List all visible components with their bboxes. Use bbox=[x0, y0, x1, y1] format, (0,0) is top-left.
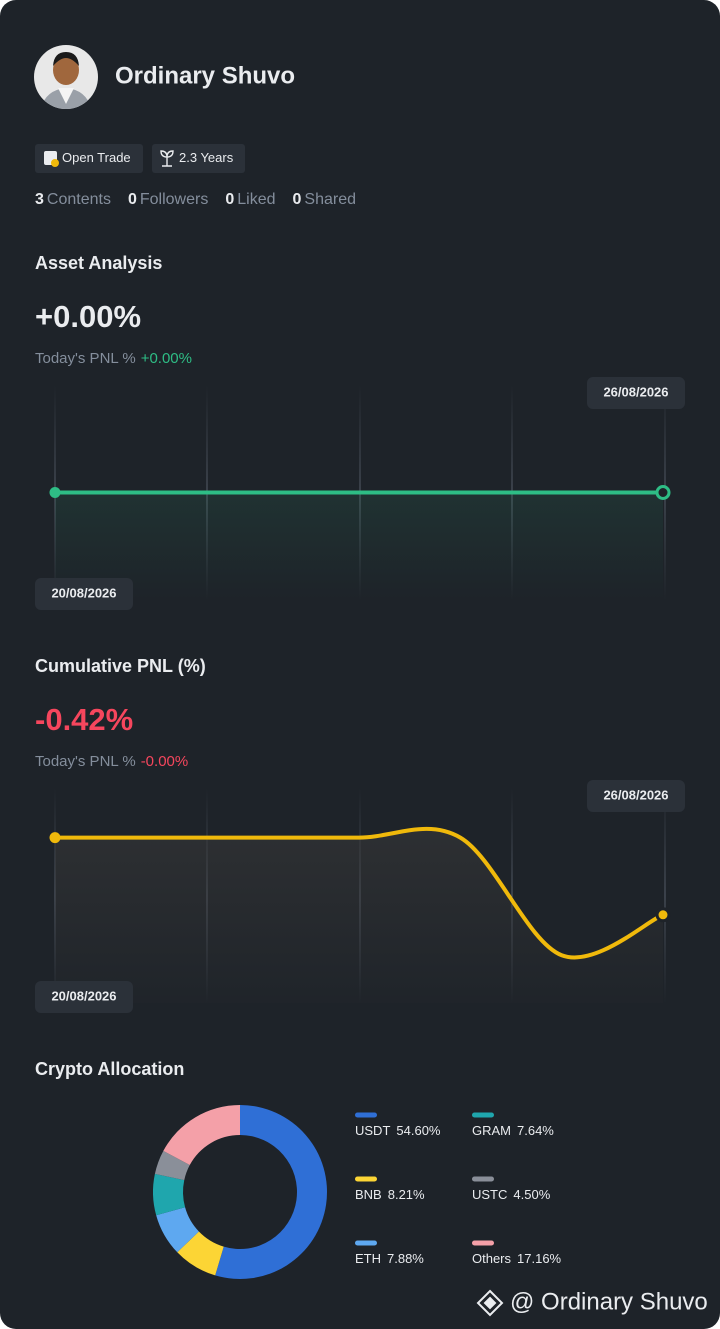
date-tag bbox=[587, 780, 685, 812]
legend-swatch bbox=[355, 1176, 377, 1182]
vertical-guide bbox=[511, 788, 513, 1003]
legend-name: BNB bbox=[355, 1187, 382, 1202]
legend-value: 7.64% bbox=[517, 1123, 554, 1138]
date-tag bbox=[587, 377, 685, 409]
badge-text: 2.3 Years bbox=[179, 150, 234, 165]
badge-text: Open Trade bbox=[62, 150, 131, 165]
stat-count: 3 bbox=[35, 191, 44, 208]
legend-value: 54.60% bbox=[396, 1123, 441, 1138]
legend-name: USTC bbox=[472, 1187, 507, 1202]
badge bbox=[152, 144, 245, 173]
end-date: 26/08/2026 bbox=[603, 787, 668, 802]
legend-value: 4.50% bbox=[513, 1187, 550, 1202]
legend-swatch bbox=[472, 1240, 494, 1246]
end-date: 26/08/2026 bbox=[603, 384, 668, 399]
start-date: 20/08/2026 bbox=[51, 988, 116, 1003]
start-point bbox=[49, 832, 61, 844]
legend-value: 7.88% bbox=[387, 1251, 424, 1266]
donut-slice bbox=[152, 1173, 186, 1216]
pnl-headline: +0.00% bbox=[35, 299, 141, 334]
today-pnl: Today's PNL % -0.00% bbox=[35, 753, 188, 770]
date-tag bbox=[35, 981, 133, 1013]
start-date: 20/08/2026 bbox=[51, 585, 116, 600]
legend-swatch bbox=[472, 1112, 494, 1118]
legend-name: USDT bbox=[355, 1123, 390, 1138]
today-value: +0.00% bbox=[141, 350, 192, 367]
today-label: Today's PNL % bbox=[35, 350, 136, 367]
donut-slice bbox=[177, 1231, 224, 1276]
today-label: Today's PNL % bbox=[35, 753, 136, 770]
legend-swatch bbox=[355, 1112, 377, 1118]
start-point bbox=[49, 487, 61, 498]
legend-value: 17.16% bbox=[517, 1251, 562, 1266]
vertical-guide bbox=[664, 788, 666, 1003]
end-point bbox=[655, 485, 671, 500]
legend-entry: Others 17.16% bbox=[472, 1251, 562, 1266]
legend-name: GRAM bbox=[472, 1123, 511, 1138]
today-pnl: Today's PNL % +0.00% bbox=[35, 350, 192, 367]
end-point bbox=[655, 907, 671, 923]
section-title: Cumulative PNL (%) bbox=[35, 656, 206, 676]
legend-swatch bbox=[472, 1176, 494, 1182]
legend-value: 8.21% bbox=[388, 1187, 425, 1202]
area bbox=[55, 828, 663, 1003]
legend-entry: ETH 7.88% bbox=[355, 1251, 424, 1266]
pnl-line bbox=[53, 826, 665, 960]
badge-icon bbox=[160, 150, 174, 167]
avatar[interactable] bbox=[34, 45, 98, 112]
legend-entry: BNB 8.21% bbox=[355, 1187, 425, 1202]
watermark: @ Ordinary Shuvo bbox=[510, 1288, 708, 1315]
legend-name: Others bbox=[472, 1251, 512, 1266]
section-title: Crypto Allocation bbox=[35, 1059, 184, 1079]
profile-name: Ordinary Shuvo bbox=[115, 62, 295, 89]
legend-entry: USTC 4.50% bbox=[472, 1187, 551, 1202]
legend-name: ETH bbox=[355, 1251, 381, 1266]
stat-count: 0 bbox=[225, 191, 234, 208]
section-title: Asset Analysis bbox=[35, 253, 162, 273]
stat-count: 0 bbox=[292, 191, 301, 208]
legend-entry: GRAM 7.64% bbox=[472, 1123, 554, 1138]
badge-icon bbox=[51, 159, 59, 167]
donut-slice bbox=[154, 1150, 190, 1181]
donut-slice bbox=[163, 1105, 240, 1166]
stat-count: 0 bbox=[128, 191, 137, 208]
pnl-headline: -0.42% bbox=[35, 702, 133, 737]
legend-swatch bbox=[355, 1240, 377, 1246]
today-value: -0.00% bbox=[141, 753, 189, 770]
badge bbox=[35, 144, 143, 173]
date-tag bbox=[35, 578, 133, 610]
area bbox=[55, 492, 663, 600]
legend-entry: USDT 54.60% bbox=[355, 1123, 441, 1138]
stat-label: Shared bbox=[304, 191, 356, 208]
stat-label: Followers bbox=[140, 191, 208, 208]
stat-label: Contents bbox=[47, 191, 111, 208]
donut-slice bbox=[215, 1105, 327, 1279]
donut-slice bbox=[156, 1207, 199, 1253]
stats: 3 Contents 0 Followers 0 Liked 0 Shared bbox=[35, 191, 356, 208]
stat-label: Liked bbox=[237, 191, 275, 208]
binance-logo bbox=[476, 1289, 504, 1317]
